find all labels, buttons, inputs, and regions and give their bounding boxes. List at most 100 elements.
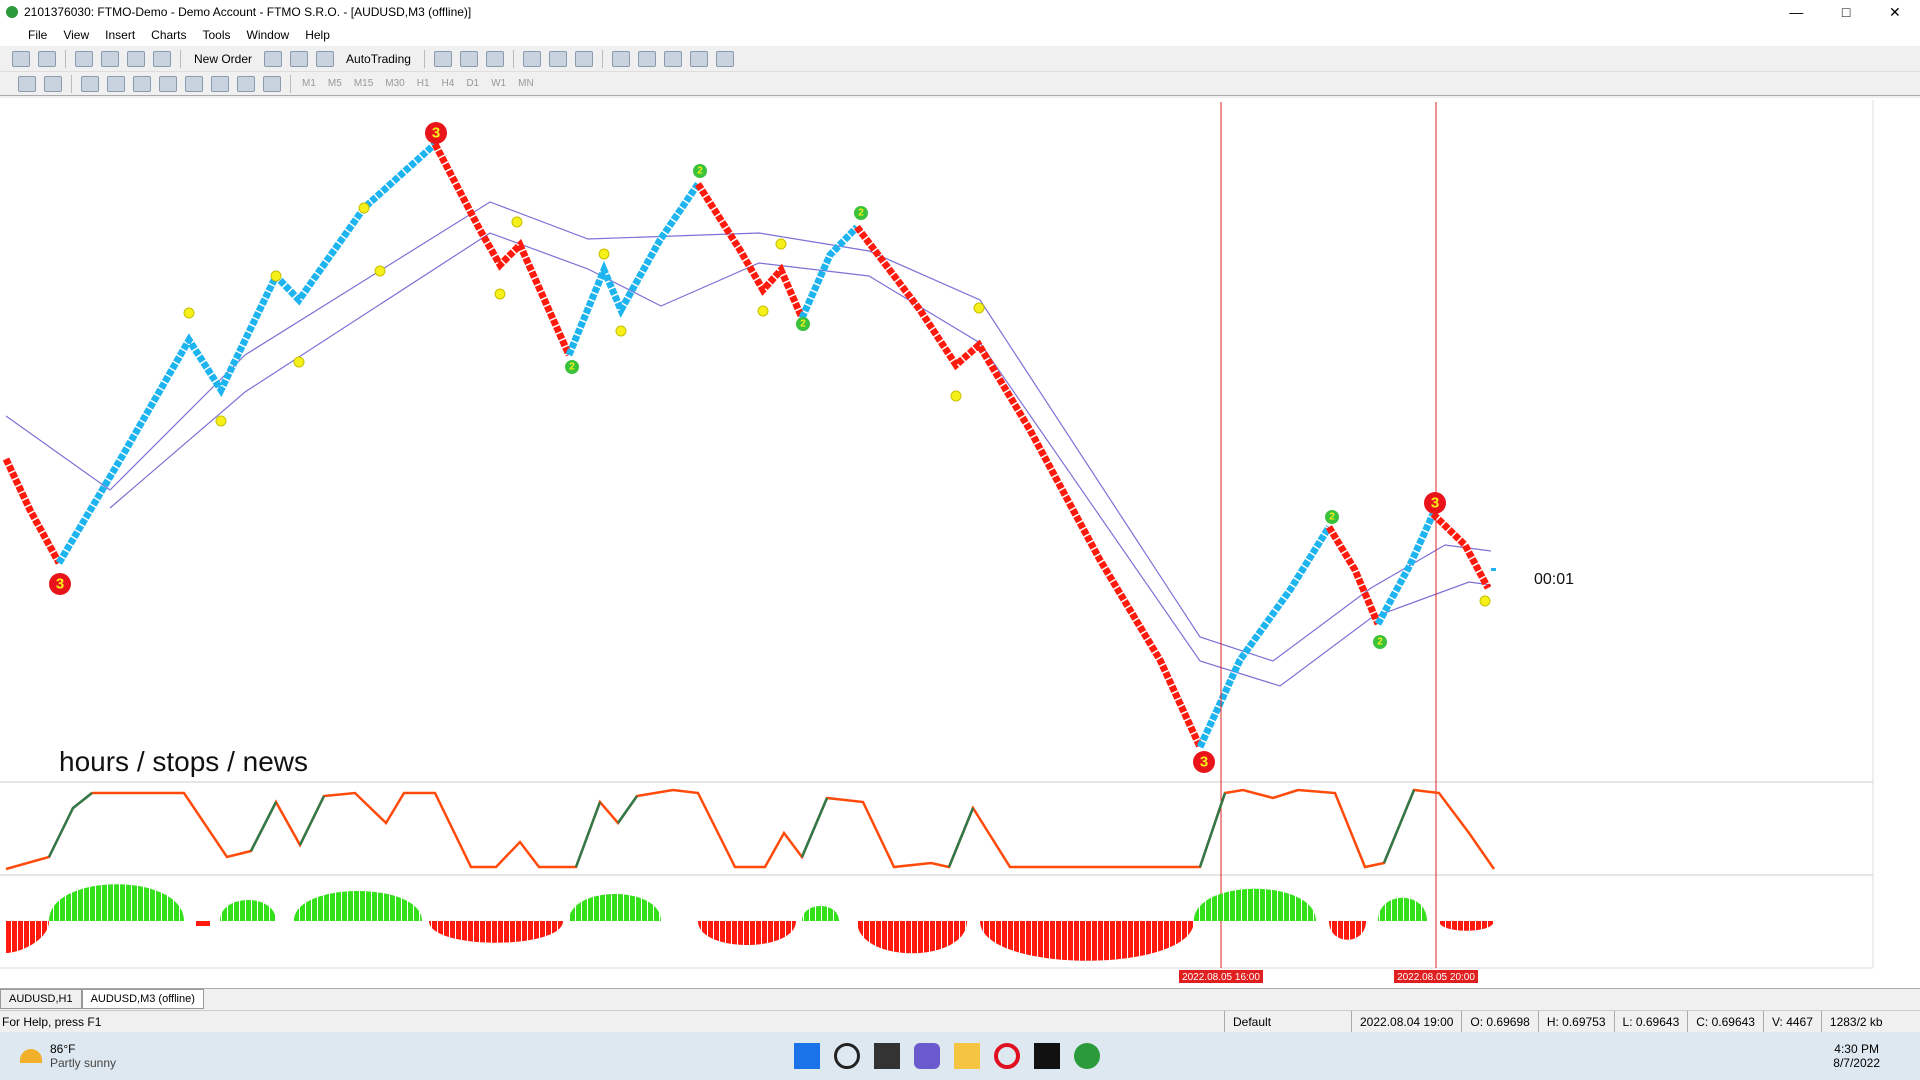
signal-label: 2	[697, 166, 703, 177]
tool-icon[interactable]	[522, 50, 541, 67]
window-title: 2101376030: FTMO-Demo - Demo Account - F…	[24, 5, 472, 19]
tool-icon[interactable]	[237, 75, 255, 92]
menu-item[interactable]: Charts	[151, 28, 187, 42]
tool-icon[interactable]	[637, 50, 656, 67]
fisher-negative	[6, 921, 1494, 961]
toolbar: New Order AutoTrading	[0, 46, 1920, 72]
signal-label: 2	[1377, 637, 1383, 648]
app-icon[interactable]	[954, 1043, 980, 1069]
tool-icon[interactable]	[663, 50, 682, 67]
minor-signal	[757, 305, 769, 317]
menu-item[interactable]: Window	[246, 28, 290, 42]
app-icon[interactable]	[914, 1043, 940, 1069]
menu-item[interactable]: View	[63, 28, 90, 42]
tool-icon[interactable]	[38, 50, 56, 67]
menu-item[interactable]: Insert	[105, 28, 136, 42]
timeframe-button[interactable]: H1	[416, 78, 430, 89]
tool-icon[interactable]	[44, 75, 62, 92]
new-order-button[interactable]: New Order	[194, 51, 253, 66]
tool-icon[interactable]	[574, 50, 593, 67]
minor-signal	[598, 248, 610, 260]
chart-tab[interactable]: AUDUSD,H1	[0, 988, 82, 1009]
status-open: O: 0.69698	[1461, 1011, 1537, 1032]
status-traffic: 1283/2 kb	[1820, 1011, 1891, 1032]
app-icon[interactable]	[1034, 1043, 1060, 1069]
tool-icon[interactable]	[107, 75, 125, 92]
timeframe-button[interactable]: D1	[466, 78, 480, 89]
search-button[interactable]	[834, 1043, 860, 1069]
separator	[423, 49, 425, 68]
signal-badge	[1424, 492, 1446, 514]
minor-signal	[615, 325, 627, 337]
menu-item[interactable]: Help	[305, 28, 330, 42]
tool-icon[interactable]	[290, 50, 309, 67]
timeframe-button[interactable]: M5	[327, 78, 342, 89]
tool-icon[interactable]	[18, 75, 36, 92]
fisher-positive	[49, 884, 1427, 921]
app-icon[interactable]	[1074, 1043, 1100, 1069]
signal-badge	[425, 122, 447, 144]
signal-label: 2	[569, 362, 575, 373]
clock-time: 4:30 PM	[1834, 1042, 1879, 1056]
tool-icon[interactable]	[12, 50, 30, 67]
stochastic-segment	[800, 797, 829, 858]
tool-icon[interactable]	[263, 75, 281, 92]
vline-label: 2022.08.05 16:00	[1182, 972, 1260, 983]
signal-label: 3	[1200, 754, 1208, 771]
signals: 3 3 3 3 2 2 2 2 2 2	[49, 122, 1446, 773]
maximize[interactable]: □	[1841, 3, 1851, 20]
start-button[interactable]	[794, 1043, 820, 1069]
stochastic-segment	[947, 807, 975, 868]
signal-badge	[1325, 510, 1339, 524]
task-view[interactable]	[874, 1043, 900, 1069]
stochastic-segment	[1382, 789, 1416, 864]
autotrading-button[interactable]: AutoTrading	[346, 51, 411, 66]
tool-icon[interactable]	[316, 50, 335, 67]
clock[interactable]: 4:30 PM 8/7/2022	[1833, 1042, 1880, 1070]
fisher-histogram	[6, 884, 1494, 961]
minor-signal	[293, 356, 305, 368]
timeframe-button[interactable]: H4	[441, 78, 455, 89]
minor-signal	[950, 390, 962, 402]
minor-signal	[374, 265, 386, 277]
weather-icon[interactable]	[20, 1049, 42, 1063]
timeframe-button[interactable]: M15	[353, 78, 374, 89]
tool-icon[interactable]	[548, 50, 567, 67]
tool-icon[interactable]	[211, 75, 229, 92]
menu-item[interactable]: File	[28, 28, 48, 42]
tool-icon[interactable]	[101, 50, 119, 67]
window-controls[interactable]: — □ ✕	[1770, 4, 1920, 21]
bar-timer: 00:01	[1534, 571, 1574, 588]
timeframe-button[interactable]: M30	[385, 78, 405, 89]
tool-icon[interactable]	[185, 75, 203, 92]
tool-icon[interactable]	[433, 50, 452, 67]
weather-text: Partly sunny	[50, 1056, 117, 1070]
timeframe-button[interactable]: W1	[491, 78, 507, 89]
tool-icon[interactable]	[127, 50, 145, 67]
tool-icon[interactable]	[264, 50, 283, 67]
tool-icon[interactable]	[153, 50, 171, 67]
app-icon[interactable]	[994, 1043, 1020, 1069]
tool-icon[interactable]	[689, 50, 708, 67]
tool-icon[interactable]	[611, 50, 630, 67]
weather[interactable]: 86°F Partly sunny	[50, 1042, 116, 1070]
timeframe-button[interactable]: MN	[518, 78, 534, 89]
tool-icon[interactable]	[75, 50, 93, 67]
candles-up	[1196, 525, 1332, 749]
tool-icon[interactable]	[81, 75, 99, 92]
timeframe-button[interactable]: M1	[302, 78, 316, 89]
chart-tab[interactable]: AUDUSD,M3 (offline)	[81, 988, 204, 1009]
close[interactable]: ✕	[1888, 3, 1901, 20]
signal-label: 3	[432, 125, 440, 142]
menu-item[interactable]: Tools	[202, 28, 231, 42]
signal-badge	[796, 317, 810, 331]
taskbar: 86°F Partly sunny 4:30 PM 8/7/2022	[0, 1032, 1920, 1080]
stochastic-segment	[249, 801, 278, 852]
tool-icon[interactable]	[133, 75, 151, 92]
tool-icon[interactable]	[485, 50, 504, 67]
tool-icon[interactable]	[159, 75, 177, 92]
tool-icon[interactable]	[715, 50, 734, 67]
minimize[interactable]: —	[1789, 3, 1804, 20]
tool-icon[interactable]	[459, 50, 478, 67]
